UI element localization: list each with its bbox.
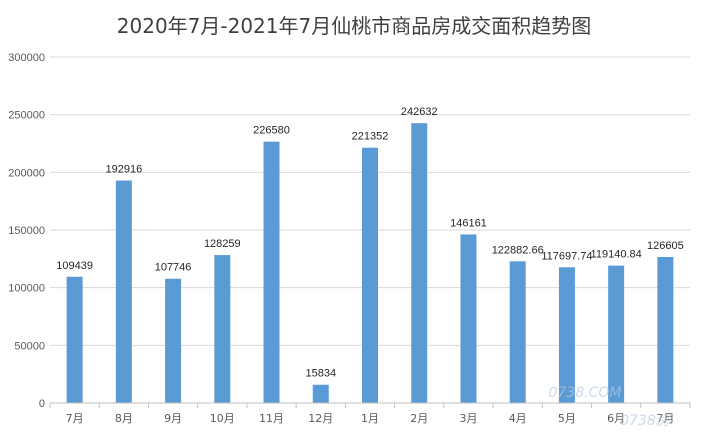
bar xyxy=(460,234,477,403)
x-tick-label: 9月 xyxy=(164,412,182,425)
data-label: 122882.66 xyxy=(492,244,544,256)
chart-title: 2020年7月-2021年7月仙桃市商品房成交面积趋势图 xyxy=(117,14,591,38)
y-tick-label: 100000 xyxy=(8,283,45,295)
data-label: 107746 xyxy=(155,262,192,274)
bar xyxy=(312,384,329,403)
x-tick-label: 4月 xyxy=(509,412,527,425)
watermark-site-text: 0738.COM xyxy=(549,385,622,401)
y-tick-label: 150000 xyxy=(8,225,45,237)
bar xyxy=(115,180,132,403)
y-tick-label: 200000 xyxy=(8,167,45,179)
x-tick-label: 5月 xyxy=(558,412,576,425)
x-tick-label: 2月 xyxy=(410,412,428,425)
data-label: 221352 xyxy=(352,131,389,143)
data-label: 119140.84 xyxy=(591,249,642,261)
data-label: 226580 xyxy=(253,125,290,137)
y-axis: 0 50000 100000 150000 200000 250000 300000 xyxy=(8,52,45,410)
data-label: 242632 xyxy=(401,106,438,118)
bar xyxy=(657,256,674,403)
y-tick-label: 50000 xyxy=(14,340,45,352)
data-label: 126605 xyxy=(647,240,684,252)
x-tick-label: 3月 xyxy=(459,412,477,425)
bar xyxy=(362,147,378,403)
x-tick-label: 1月 xyxy=(361,412,379,425)
x-tick-label: 10月 xyxy=(210,412,235,425)
bar xyxy=(214,255,231,403)
x-tick-label: 7月 xyxy=(66,412,84,425)
data-label: 109439 xyxy=(56,260,93,272)
bars xyxy=(66,123,674,403)
watermark-logo-text: 0738房 xyxy=(620,413,671,429)
data-label: 146161 xyxy=(450,217,487,229)
x-tick-label: 8月 xyxy=(115,412,133,425)
bar xyxy=(165,278,182,403)
x-tick-label: 12月 xyxy=(308,412,333,425)
bar xyxy=(411,123,428,403)
y-tick-label: 300000 xyxy=(8,52,45,64)
bar xyxy=(558,267,575,403)
x-tick-label: 6月 xyxy=(607,412,625,425)
watermark: 0738.COM 0738房 xyxy=(549,385,671,429)
x-tick-label: 7月 xyxy=(656,412,674,425)
y-tick-label: 0 xyxy=(39,398,45,410)
data-label: 117697.74 xyxy=(541,250,592,262)
bar xyxy=(263,141,280,403)
bar xyxy=(509,261,526,403)
data-label: 192916 xyxy=(105,164,142,176)
x-tick-label: 11月 xyxy=(259,412,284,425)
data-labels: 109439 192916 107746 128259 226580 15834 22135… xyxy=(56,106,683,380)
bar xyxy=(66,276,83,403)
data-label: 128259 xyxy=(204,238,241,250)
data-label: 15834 xyxy=(305,368,336,380)
y-tick-label: 250000 xyxy=(8,110,45,122)
x-axis: 7月 8月 9月 10月 11月 12月 1月 2月 3月 4月 5月 6月 7月 xyxy=(49,402,691,425)
bar xyxy=(608,265,625,403)
